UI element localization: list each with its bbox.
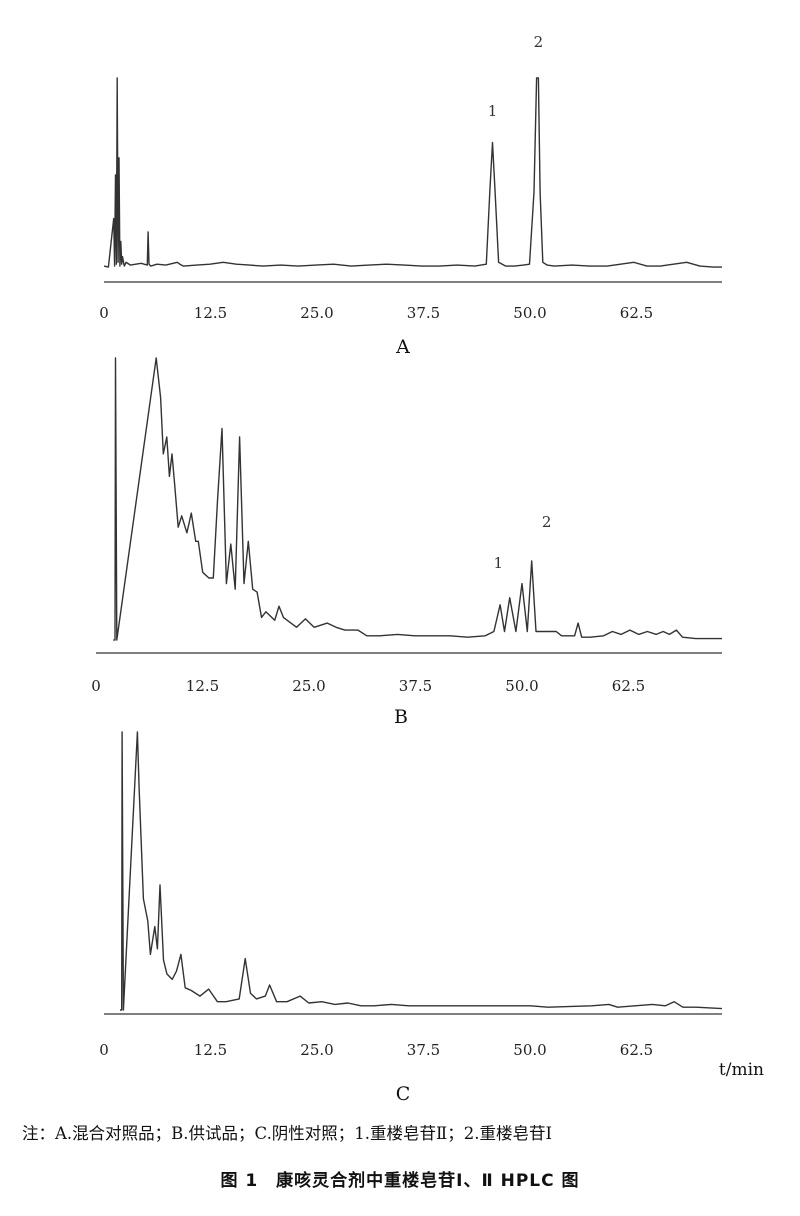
x-ticks-a: 0 12.5 25.0 37.5 50.0 62.5 xyxy=(99,304,653,322)
x-tick-label-c: 0 xyxy=(99,1041,109,1059)
chromatogram-trace-c xyxy=(120,731,723,1011)
figure-note: 注：A.混合对照品；B.供试品；C.阴性对照；1.重楼皂苷Ⅱ；2.重楼皂苷Ⅰ xyxy=(22,1124,553,1143)
x-tick-label-c: 62.5 xyxy=(620,1041,653,1059)
peak-label-a: 1 xyxy=(488,102,498,120)
x-axis-unit-label: t/min xyxy=(719,1060,764,1080)
peak-label-a: 2 xyxy=(534,33,544,51)
x-tick-label-b: 37.5 xyxy=(399,677,432,695)
x-tick-label-a: 50.0 xyxy=(513,304,546,322)
trace-group-b xyxy=(113,357,722,641)
chromatogram-panel-a: 0 12.5 25.0 37.5 50.0 62.5 12 A xyxy=(99,33,722,358)
chromatogram-panel-c: 0 12.5 25.0 37.5 50.0 62.5 C t/min xyxy=(99,731,764,1105)
x-ticks-b: 0 12.5 25.0 37.5 50.0 62.5 xyxy=(91,677,645,695)
x-tick-label-b: 50.0 xyxy=(505,677,538,695)
x-tick-label-a: 37.5 xyxy=(407,304,440,322)
panel-label-a: A xyxy=(395,336,410,358)
x-ticks-c: 0 12.5 25.0 37.5 50.0 62.5 xyxy=(99,1041,653,1059)
x-tick-label-b: 0 xyxy=(91,677,101,695)
chromatogram-panel-b: 0 12.5 25.0 37.5 50.0 62.5 12 B xyxy=(91,357,722,728)
peak-labels-b: 12 xyxy=(494,513,552,572)
figure-caption: 图 1 康咳灵合剂中重楼皂苷Ⅰ、Ⅱ HPLC 图 xyxy=(220,1171,580,1191)
x-tick-label-a: 0 xyxy=(99,304,109,322)
peak-labels-a: 12 xyxy=(488,33,543,120)
panel-label-b: B xyxy=(394,706,408,728)
chromatogram-trace-b xyxy=(113,357,722,641)
x-tick-label-b: 12.5 xyxy=(186,677,219,695)
x-tick-label-a: 62.5 xyxy=(620,304,653,322)
x-tick-label-a: 25.0 xyxy=(300,304,333,322)
peak-label-b: 2 xyxy=(542,513,552,531)
trace-group-a xyxy=(103,77,722,268)
x-tick-label-b: 62.5 xyxy=(612,677,645,695)
x-tick-label-a: 12.5 xyxy=(194,304,227,322)
peak-label-b: 1 xyxy=(494,554,504,572)
x-tick-label-b: 25.0 xyxy=(292,677,325,695)
panel-label-c: C xyxy=(396,1083,411,1105)
trace-group-c xyxy=(120,731,723,1011)
x-tick-label-c: 37.5 xyxy=(407,1041,440,1059)
chromatogram-trace-a xyxy=(103,77,722,268)
x-tick-label-c: 12.5 xyxy=(194,1041,227,1059)
x-tick-label-c: 50.0 xyxy=(513,1041,546,1059)
x-tick-label-c: 25.0 xyxy=(300,1041,333,1059)
